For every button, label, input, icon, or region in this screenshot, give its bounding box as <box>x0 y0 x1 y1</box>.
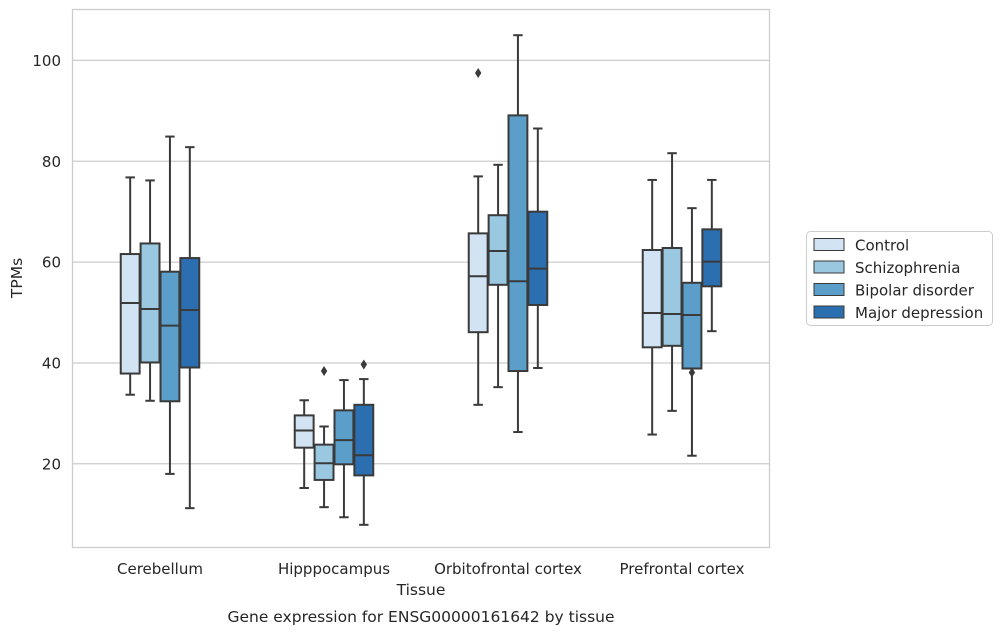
legend-item-control: Control <box>813 237 909 255</box>
x-tick-label-hipppocampus: Hipppocampus <box>278 560 390 578</box>
x-axis-label: Tissue <box>396 581 446 599</box>
box-bipolar-disorder-cerebellum <box>159 135 181 475</box>
box-major-depression-prefrontal-cortex <box>701 178 723 333</box>
box-control-orbitofrontal-cortex <box>467 68 489 406</box>
iqr-box <box>293 414 315 449</box>
legend-swatch <box>813 260 845 274</box>
legend-item-schizophrenia: Schizophrenia <box>813 259 960 277</box>
legend-swatch <box>813 305 845 319</box>
plot-frame <box>71 8 771 549</box>
chart-title: Gene expression for ENSG00000161642 by t… <box>227 608 614 626</box>
legend-label: Schizophrenia <box>855 259 960 277</box>
box-control-cerebellum <box>119 176 141 396</box>
iqr-box <box>313 443 335 481</box>
iqr-box <box>333 409 355 466</box>
box-bipolar-disorder-hipppocampus <box>333 379 355 519</box>
box-control-prefrontal-cortex <box>641 178 663 436</box>
legend-frame <box>806 231 993 326</box>
box-bipolar-disorder-prefrontal-cortex <box>681 207 703 457</box>
legend-label: Bipolar disorder <box>855 282 975 300</box>
outlier-marker <box>474 68 482 79</box>
iqr-box <box>681 281 703 370</box>
iqr-box <box>507 114 529 373</box>
y-tick-labels: 20 40 60 80 100 <box>32 52 61 473</box>
iqr-box <box>119 253 141 375</box>
y-tick-label-60: 60 <box>42 254 61 272</box>
legend-items: Control Schizophrenia Bipolar disorder Majo… <box>813 237 983 322</box>
y-tick-label-80: 80 <box>42 153 61 171</box>
y-tick-label-20: 20 <box>42 455 61 473</box>
iqr-box <box>159 270 181 403</box>
box-schizophrenia-orbitofrontal-cortex <box>487 163 509 389</box>
legend-swatch <box>813 238 845 251</box>
box-major-depression-orbitofrontal-cortex <box>527 127 549 369</box>
legend-item-bipolar-disorder: Bipolar disorder <box>813 282 975 300</box>
box-control-hipppocampus <box>293 399 315 490</box>
x-tick-labels: Cerebellum Hipppocampus Orbitofrontal cort… <box>117 560 745 578</box>
box-schizophrenia-cerebellum <box>139 179 161 402</box>
box-schizophrenia-prefrontal-cortex <box>661 152 683 412</box>
y-tick-label-40: 40 <box>42 354 61 372</box>
iqr-box <box>701 228 723 288</box>
outlier-marker <box>320 366 328 377</box>
y-axis-label: TPMs <box>8 258 26 299</box>
x-tick-label-prefrontal-cortex: Prefrontal cortex <box>620 560 745 578</box>
box-major-depression-hipppocampus <box>353 359 375 526</box>
legend: Control Schizophrenia Bipolar disorder Majo… <box>806 231 993 326</box>
iqr-box <box>661 246 683 347</box>
y-tick-label-100: 100 <box>32 52 61 70</box>
legend-label: Major depression <box>855 304 983 322</box>
iqr-box <box>179 257 201 369</box>
iqr-box <box>527 210 549 306</box>
legend-label: Control <box>855 237 909 255</box>
outlier-marker <box>688 367 696 378</box>
iqr-box <box>467 232 489 334</box>
iqr-box <box>641 249 663 349</box>
legend-swatch <box>813 283 845 296</box>
iqr-box <box>487 214 509 286</box>
legend-item-major-depression: Major depression <box>813 304 983 322</box>
box-schizophrenia-hipppocampus <box>313 366 335 509</box>
outlier-marker <box>360 359 368 370</box>
x-tick-label-orbitofrontal-cortex: Orbitofrontal cortex <box>434 560 582 578</box>
box-groups <box>119 34 723 526</box>
box-major-depression-cerebellum <box>179 146 201 510</box>
iqr-box <box>353 403 375 477</box>
iqr-box <box>139 242 161 364</box>
box-bipolar-disorder-orbitofrontal-cortex <box>507 34 529 434</box>
x-tick-label-cerebellum: Cerebellum <box>117 560 203 578</box>
